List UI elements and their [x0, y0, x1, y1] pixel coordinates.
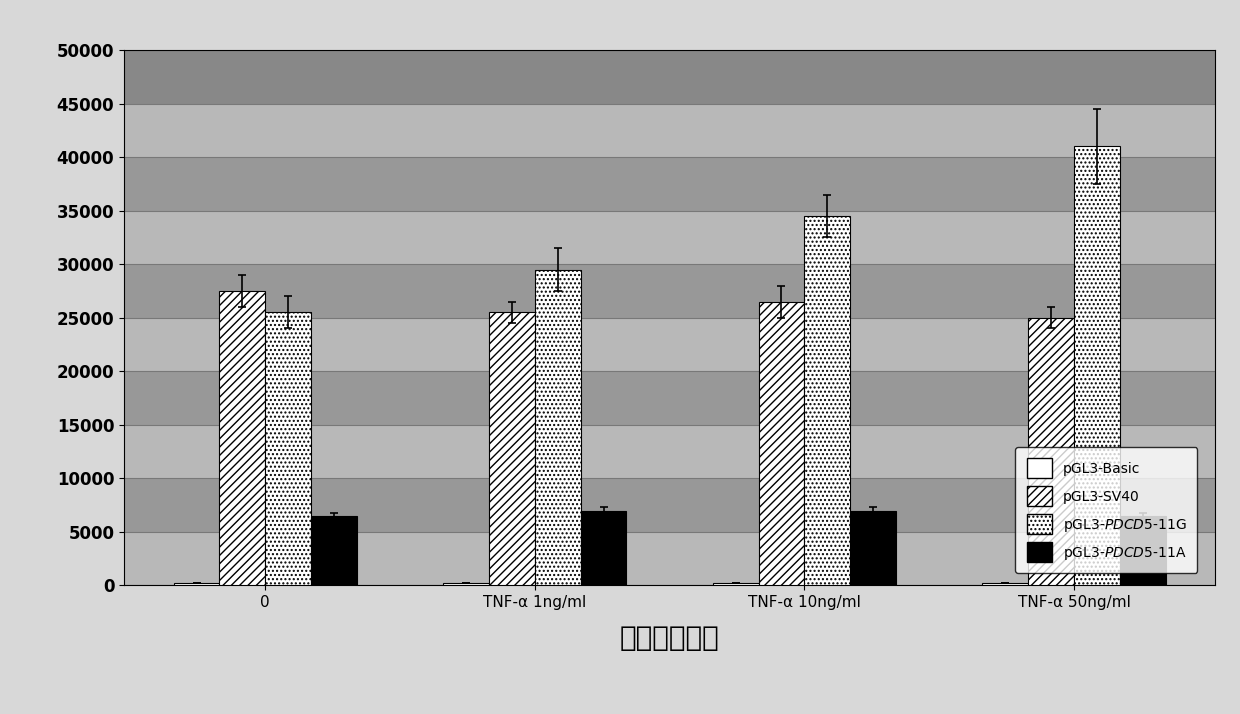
Bar [1074, 146, 1120, 585]
Bar [219, 291, 265, 585]
Bar [759, 301, 805, 585]
Bar [124, 104, 1215, 157]
Bar [311, 516, 357, 585]
Bar [1120, 516, 1166, 585]
Bar [124, 211, 1215, 264]
Bar [982, 583, 1028, 585]
Bar [805, 216, 851, 585]
Bar [534, 269, 580, 585]
Bar [174, 583, 219, 585]
Bar [443, 583, 489, 585]
Bar [124, 264, 1215, 318]
Bar [265, 312, 311, 585]
Bar [489, 312, 534, 585]
X-axis label: 荧光素酶活性: 荧光素酶活性 [620, 624, 719, 652]
Bar [124, 478, 1215, 532]
Bar [713, 583, 759, 585]
Bar [1028, 318, 1074, 585]
Bar [580, 511, 626, 585]
Bar [124, 50, 1215, 104]
Bar [124, 371, 1215, 425]
Bar [124, 157, 1215, 211]
Bar [124, 50, 1215, 104]
Bar [124, 318, 1215, 371]
Bar [851, 511, 897, 585]
Legend: pGL3-Basic, pGL3-SV40, pGL3-$PDCD5$-11G, pGL3-$PDCD5$-11A: pGL3-Basic, pGL3-SV40, pGL3-$PDCD5$-11G,… [1016, 448, 1198, 573]
Bar [124, 532, 1215, 585]
Bar [124, 425, 1215, 478]
